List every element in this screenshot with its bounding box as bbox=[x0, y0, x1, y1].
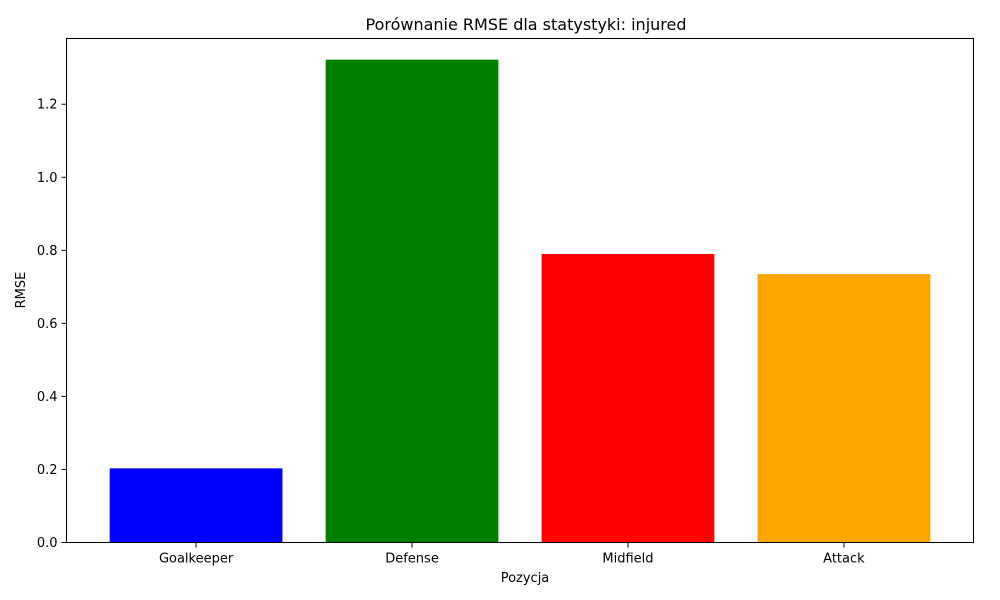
x-tick-label: Midfield bbox=[602, 552, 653, 567]
bar-goalkeeper bbox=[109, 468, 283, 543]
y-axis-label: RMSE bbox=[14, 272, 29, 309]
y-tick-label: 1.0 bbox=[37, 171, 58, 186]
y-ticks-group: 0.0 0.2 0.4 0.6 0.8 1.0 1.2 bbox=[37, 98, 67, 551]
x-axis-label: Pozycja bbox=[501, 571, 550, 586]
x-tick-label: Attack bbox=[823, 552, 865, 567]
y-tick-label: 0.4 bbox=[37, 390, 58, 405]
y-tick-label: 1.2 bbox=[37, 98, 58, 113]
bar-defense bbox=[325, 59, 499, 543]
y-tick-label: 0.2 bbox=[37, 463, 58, 478]
y-tick-label: 0.0 bbox=[37, 536, 58, 551]
plot-frame bbox=[66, 38, 974, 543]
y-tick-label: 0.6 bbox=[37, 317, 58, 332]
y-tick-label: 0.8 bbox=[37, 244, 58, 259]
bar-midfield bbox=[541, 253, 715, 543]
bars-group bbox=[109, 59, 931, 543]
x-ticks-group: Goalkeeper Defense Midfield Attack bbox=[159, 542, 865, 567]
chart-title: Porównanie RMSE dla statystyki: injured bbox=[365, 15, 686, 34]
x-tick-label: Defense bbox=[385, 552, 439, 567]
bar-attack bbox=[757, 274, 931, 543]
x-tick-label: Goalkeeper bbox=[159, 552, 234, 567]
